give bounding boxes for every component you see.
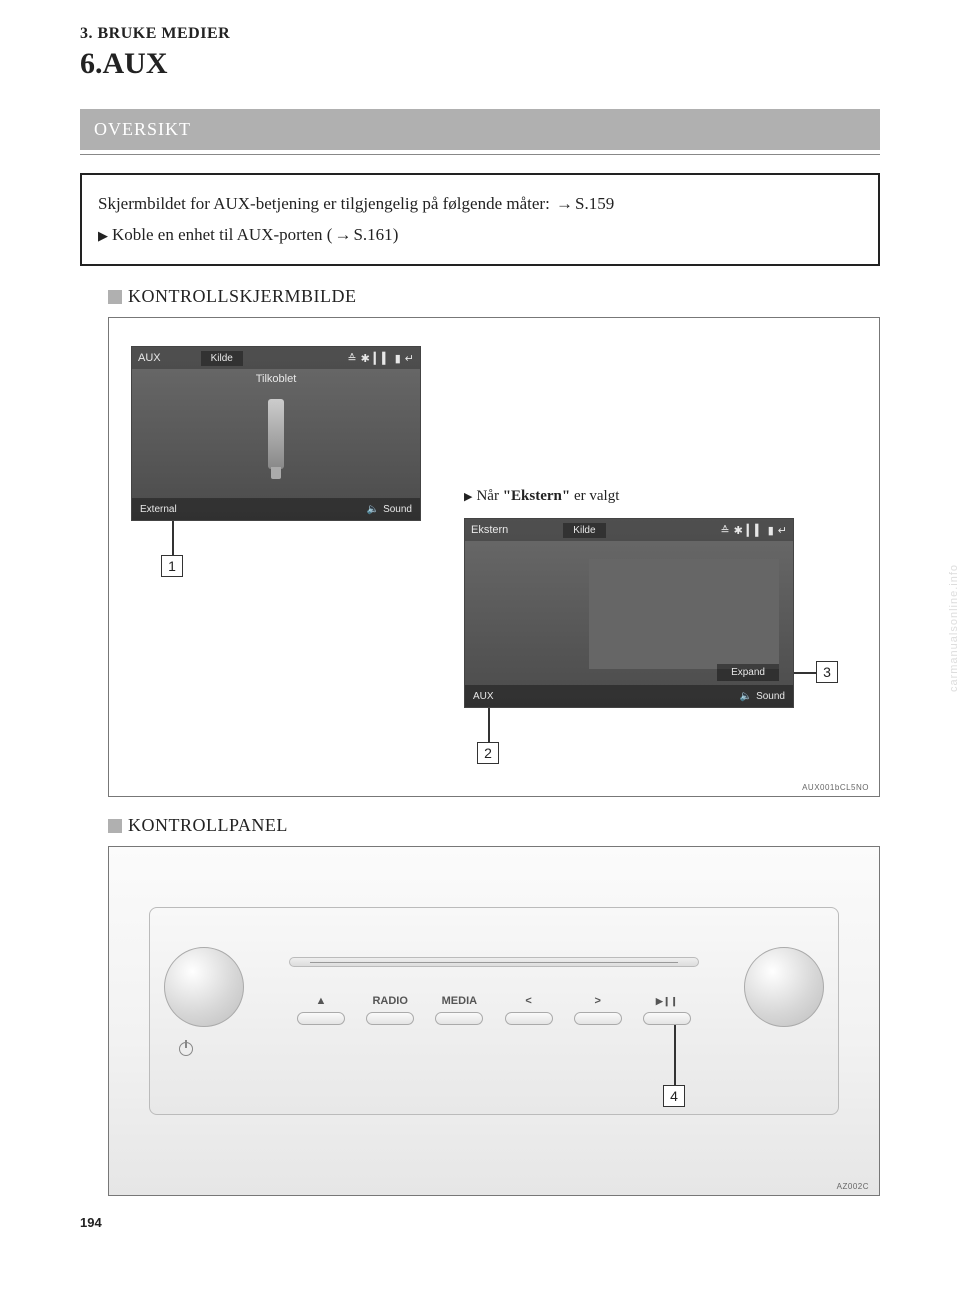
chapter-header: 3. BRUKE MEDIER bbox=[80, 25, 880, 43]
intro-line1-ref: S.159 bbox=[575, 194, 614, 213]
intro-line-2: Koble en enhet til AUX-porten ( S.161) bbox=[98, 220, 862, 251]
callout-3-leader bbox=[794, 672, 816, 674]
overview-heading: OVERSIKT bbox=[80, 109, 880, 150]
screen-aux-title: AUX bbox=[138, 352, 161, 364]
battery-icon: ▮ bbox=[395, 352, 401, 365]
play-arrow-icon bbox=[98, 225, 112, 244]
figure-kontrollpanel: ▲ RADIO MEDIA < > ▶❙❙ 4 AZ002C bbox=[108, 846, 880, 1196]
speaker-icon: 🔈 bbox=[740, 691, 752, 702]
overview-underline bbox=[80, 154, 880, 155]
tune-knob[interactable] bbox=[744, 947, 824, 1027]
prev-button[interactable] bbox=[505, 1012, 553, 1025]
square-bullet-icon bbox=[108, 819, 122, 833]
screen-ekstern-sound-button[interactable]: 🔈 Sound bbox=[740, 691, 785, 702]
intro-box: Skjermbildet for AUX-betjening er tilgje… bbox=[80, 173, 880, 266]
callout-3: 3 bbox=[816, 661, 838, 683]
wifi-icon: ≙ bbox=[347, 352, 356, 365]
subheading-kontrollpanel-label: KONTROLLPANEL bbox=[128, 815, 288, 836]
screen-aux-bottombar: External 🔈 Sound bbox=[132, 498, 420, 520]
page-number: 194 bbox=[80, 1215, 102, 1230]
intro-line-1: Skjermbildet for AUX-betjening er tilgje… bbox=[98, 189, 862, 220]
panel-face bbox=[149, 907, 839, 1115]
screen-ekstern-title: Ekstern bbox=[471, 524, 508, 536]
intro-line2-ref: S.161 bbox=[353, 225, 392, 244]
playpause-button[interactable] bbox=[643, 1012, 691, 1025]
prev-label: < bbox=[505, 995, 553, 1007]
battery-icon: ▮ bbox=[768, 524, 774, 537]
volume-knob[interactable] bbox=[164, 947, 244, 1027]
radio-label: RADIO bbox=[366, 995, 414, 1007]
callout-1: 1 bbox=[161, 555, 183, 577]
screen-ekstern-bottombar: AUX 🔈 Sound bbox=[465, 685, 793, 707]
intro-line2-suffix: ) bbox=[393, 225, 399, 244]
screen-ekstern-source-button[interactable]: Kilde bbox=[563, 523, 605, 538]
screen-aux: AUX Kilde ≙ ✱ ▎▍ ▮ ↵ Tilkoblet External … bbox=[131, 346, 421, 521]
screen-aux-topbar: AUX Kilde ≙ ✱ ▎▍ ▮ ↵ bbox=[132, 347, 420, 369]
arrow-right-icon bbox=[554, 194, 575, 213]
signal-icon: ▎▍ bbox=[747, 524, 764, 537]
signal-icon: ▎▍ bbox=[374, 352, 391, 365]
intro-line1-text: Skjermbildet for AUX-betjening er tilgje… bbox=[98, 194, 554, 213]
wifi-icon: ≙ bbox=[720, 524, 729, 537]
watermark: carmanualsonline.info bbox=[948, 564, 960, 692]
callout-1-leader bbox=[172, 521, 174, 555]
screen-ekstern-aux-button[interactable]: AUX bbox=[473, 691, 494, 702]
screen-aux-status-icons: ≙ ✱ ▎▍ ▮ ↵ bbox=[347, 352, 414, 365]
return-icon[interactable]: ↵ bbox=[778, 524, 787, 537]
bluetooth-icon: ✱ bbox=[734, 524, 743, 537]
screen-aux-source-button[interactable]: Kilde bbox=[201, 351, 243, 366]
disc-slot[interactable] bbox=[289, 957, 699, 967]
eject-button[interactable] bbox=[297, 1012, 345, 1025]
square-bullet-icon bbox=[108, 290, 122, 304]
ekstern-caption-suffix: er valgt bbox=[570, 488, 619, 504]
speaker-icon: 🔈 bbox=[367, 504, 379, 515]
screen-ekstern-expand-button[interactable]: Expand bbox=[717, 664, 779, 681]
next-button[interactable] bbox=[574, 1012, 622, 1025]
radio-button[interactable] bbox=[366, 1012, 414, 1025]
playpause-label: ▶❙❙ bbox=[643, 996, 691, 1007]
screen-aux-sound-label: Sound bbox=[383, 504, 412, 515]
figure-code-panel: AZ002C bbox=[837, 1182, 869, 1191]
subheading-kontrollskjermbilde: KONTROLLSKJERMBILDE bbox=[108, 286, 880, 307]
arrow-right-icon bbox=[332, 225, 353, 244]
callout-4-leader bbox=[674, 1025, 676, 1085]
play-arrow-icon bbox=[464, 488, 476, 504]
callout-2-leader bbox=[488, 708, 490, 742]
aux-jack-icon bbox=[268, 399, 284, 469]
ekstern-caption-bold: "Ekstern" bbox=[503, 488, 571, 504]
subheading-kontrollpanel: KONTROLLPANEL bbox=[108, 815, 880, 836]
figure-code-screens: AUX001bCL5NO bbox=[802, 783, 869, 792]
subheading-kontrollskjermbilde-label: KONTROLLSKJERMBILDE bbox=[128, 286, 357, 307]
screen-aux-external-button[interactable]: External bbox=[140, 504, 177, 515]
media-button[interactable] bbox=[435, 1012, 483, 1025]
ekstern-caption-prefix: Når bbox=[476, 488, 502, 504]
screen-aux-connected-label: Tilkoblet bbox=[132, 373, 420, 385]
next-label: > bbox=[574, 995, 622, 1007]
return-icon[interactable]: ↵ bbox=[405, 352, 414, 365]
intro-line2-text: Koble en enhet til AUX-porten ( bbox=[112, 225, 332, 244]
screen-ekstern: Ekstern Kilde ≙ ✱ ▎▍ ▮ ↵ Expand AUX 🔈 So… bbox=[464, 518, 794, 708]
callout-4: 4 bbox=[663, 1085, 685, 1107]
media-label: MEDIA bbox=[435, 995, 483, 1007]
ekstern-caption: Når "Ekstern" er valgt bbox=[464, 488, 619, 505]
callout-2: 2 bbox=[477, 742, 499, 764]
eject-label: ▲ bbox=[297, 995, 345, 1007]
screen-ekstern-sound-label: Sound bbox=[756, 691, 785, 702]
panel-button-labels: ▲ RADIO MEDIA < > ▶❙❙ bbox=[297, 995, 691, 1007]
screen-ekstern-video-area bbox=[589, 559, 779, 669]
figure-kontrollskjermbilde: AUX Kilde ≙ ✱ ▎▍ ▮ ↵ Tilkoblet External … bbox=[108, 317, 880, 797]
panel-button-row bbox=[297, 1012, 691, 1025]
bluetooth-icon: ✱ bbox=[361, 352, 370, 365]
page-title: 6.AUX bbox=[80, 47, 880, 81]
screen-ekstern-status-icons: ≙ ✱ ▎▍ ▮ ↵ bbox=[720, 524, 787, 537]
screen-ekstern-topbar: Ekstern Kilde ≙ ✱ ▎▍ ▮ ↵ bbox=[465, 519, 793, 541]
screen-aux-sound-button[interactable]: 🔈 Sound bbox=[367, 504, 412, 515]
